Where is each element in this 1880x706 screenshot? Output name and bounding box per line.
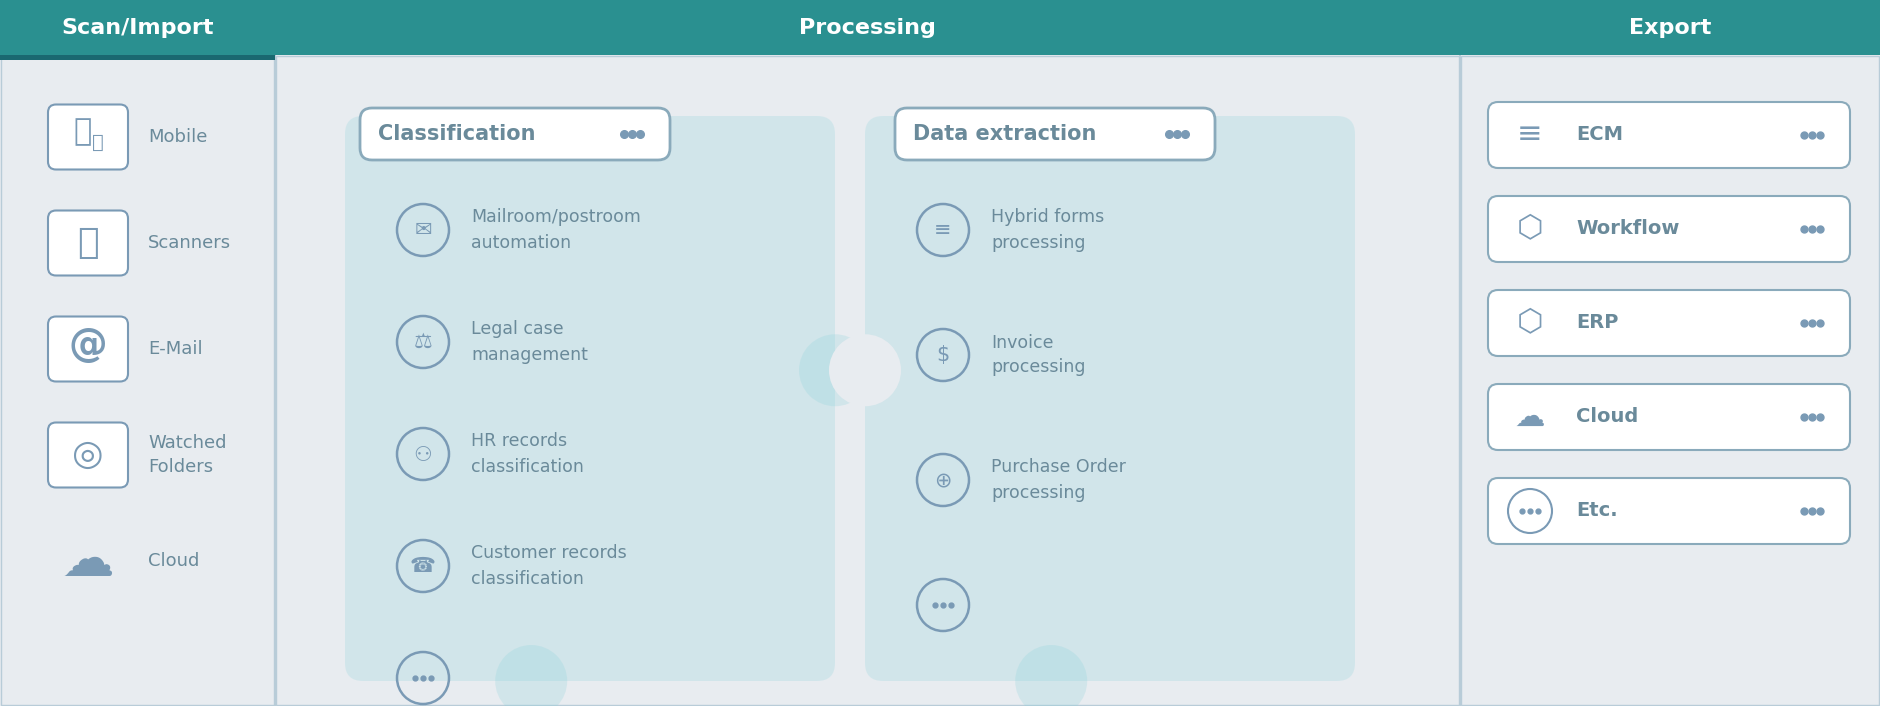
FancyBboxPatch shape: [49, 104, 128, 169]
Text: Purchase Order
processing: Purchase Order processing: [991, 458, 1126, 501]
Text: Processing: Processing: [799, 18, 936, 37]
Text: Hybrid forms
processing: Hybrid forms processing: [991, 208, 1104, 251]
Circle shape: [799, 334, 870, 406]
Text: ⬜: ⬜: [73, 117, 92, 147]
Text: Invoice
processing: Invoice processing: [991, 333, 1085, 376]
Text: ⊕: ⊕: [934, 470, 951, 490]
Bar: [1461, 56, 1878, 705]
Text: ⬡: ⬡: [1517, 215, 1543, 244]
Bar: [0, 55, 274, 60]
Text: E-Mail: E-Mail: [149, 340, 203, 358]
FancyBboxPatch shape: [1487, 196, 1850, 262]
Text: @: @: [70, 326, 107, 364]
FancyBboxPatch shape: [359, 108, 669, 160]
Text: Customer records
classification: Customer records classification: [472, 544, 626, 587]
FancyBboxPatch shape: [49, 422, 128, 488]
Text: Scan/Import: Scan/Import: [62, 18, 214, 37]
Text: HR records
classification: HR records classification: [472, 433, 585, 476]
Text: Scanners: Scanners: [149, 234, 231, 252]
Bar: [274, 0, 1461, 55]
Bar: [0, 0, 274, 55]
FancyBboxPatch shape: [865, 116, 1355, 681]
Text: ERP: ERP: [1575, 313, 1619, 333]
Circle shape: [494, 645, 568, 706]
Bar: [1459, 55, 1461, 706]
Text: ⬡: ⬡: [1517, 309, 1543, 337]
Bar: [1461, 0, 1880, 55]
Text: ⚖: ⚖: [414, 332, 432, 352]
Text: ☁: ☁: [62, 535, 115, 587]
Bar: [276, 56, 1459, 705]
Text: ☁: ☁: [1515, 402, 1545, 431]
FancyBboxPatch shape: [895, 108, 1214, 160]
FancyBboxPatch shape: [1487, 290, 1850, 356]
FancyBboxPatch shape: [49, 210, 128, 275]
Text: $: $: [936, 345, 949, 365]
Text: Cloud: Cloud: [1575, 407, 1637, 426]
Circle shape: [829, 334, 901, 406]
FancyBboxPatch shape: [49, 316, 128, 381]
Text: ≡: ≡: [1517, 121, 1543, 150]
FancyBboxPatch shape: [346, 116, 835, 681]
Text: ⚇: ⚇: [414, 444, 432, 464]
Text: Workflow: Workflow: [1575, 220, 1679, 239]
FancyBboxPatch shape: [1487, 384, 1850, 450]
Circle shape: [1015, 645, 1087, 706]
Bar: [274, 55, 276, 706]
Text: Cloud: Cloud: [149, 552, 199, 570]
Text: ≡: ≡: [934, 220, 951, 240]
Bar: [2, 56, 274, 705]
Text: Export: Export: [1628, 18, 1711, 37]
FancyBboxPatch shape: [1487, 102, 1850, 168]
Text: ✉: ✉: [414, 220, 432, 240]
Text: Mobile: Mobile: [149, 128, 207, 146]
FancyBboxPatch shape: [1487, 478, 1850, 544]
Text: ⬜: ⬜: [92, 133, 103, 152]
Text: Legal case
management: Legal case management: [472, 321, 588, 364]
Text: Etc.: Etc.: [1575, 501, 1617, 520]
Text: Mailroom/postroom
automation: Mailroom/postroom automation: [472, 208, 641, 251]
Text: ◎: ◎: [71, 438, 103, 472]
Text: Watched
Folders: Watched Folders: [149, 434, 226, 476]
Text: ⬛: ⬛: [77, 226, 100, 260]
Text: ECM: ECM: [1575, 126, 1622, 145]
Text: ☎: ☎: [410, 556, 436, 576]
Text: Classification: Classification: [378, 124, 536, 144]
Text: Data extraction: Data extraction: [914, 124, 1096, 144]
